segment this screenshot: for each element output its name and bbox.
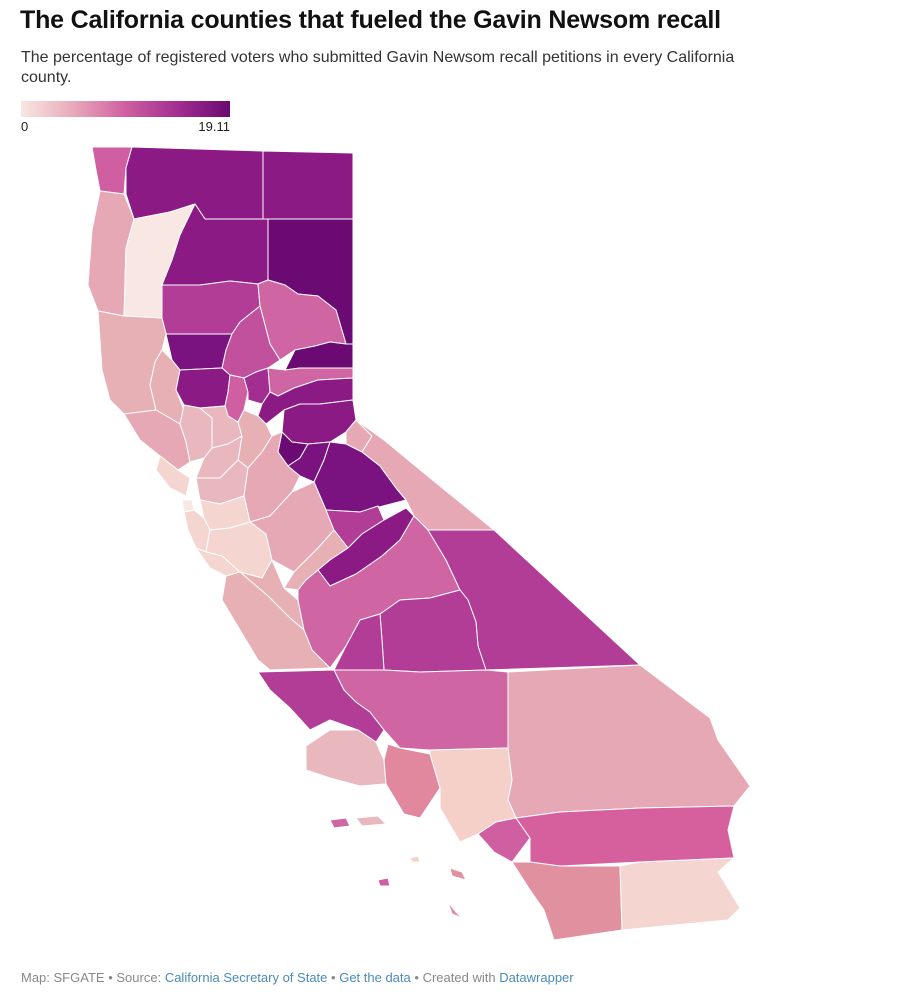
source-prefix: Source: [116,970,162,985]
source-link[interactable]: California Secretary of State [164,970,328,985]
footer-separator: • [108,970,113,985]
county-san-joaquin[interactable] [243,431,301,523]
datawrapper-link[interactable]: Datawrapper [499,970,574,985]
county-imperial[interactable] [619,857,741,931]
county-colusa[interactable] [175,367,231,409]
county-el-dorado[interactable] [281,399,357,445]
county-marin[interactable] [155,455,191,497]
county-riverside[interactable] [515,805,735,867]
county-shapes [87,146,751,941]
map-title: The California counties that fueled the … [20,6,721,34]
map-credit: Map: SFGATE [21,970,105,985]
map-subtitle: The percentage of registered voters who … [21,49,735,86]
channel-island [409,855,421,863]
created-with-prefix: Created with [422,970,496,985]
get-the-data-link[interactable]: Get the data [339,970,411,985]
color-legend: 0 19.11 [21,101,230,134]
footer-separator: • [414,970,419,985]
county-san-diego[interactable] [511,861,623,941]
legend-gradient-bar [21,101,230,117]
channel-island [377,877,391,887]
footer-separator: • [331,970,336,985]
channel-island [449,867,467,881]
county-modoc[interactable] [262,150,354,220]
legend-min-label: 0 [21,119,29,134]
legend-max-label: 19.11 [198,119,230,134]
channel-island [329,817,351,829]
channel-island [355,815,387,827]
county-san-bernardino[interactable] [507,664,751,819]
footer-credits: Map: SFGATE • Source: California Secreta… [21,970,574,985]
california-county-map [87,146,751,941]
county-monterey[interactable] [221,571,331,671]
channel-island [447,901,463,919]
